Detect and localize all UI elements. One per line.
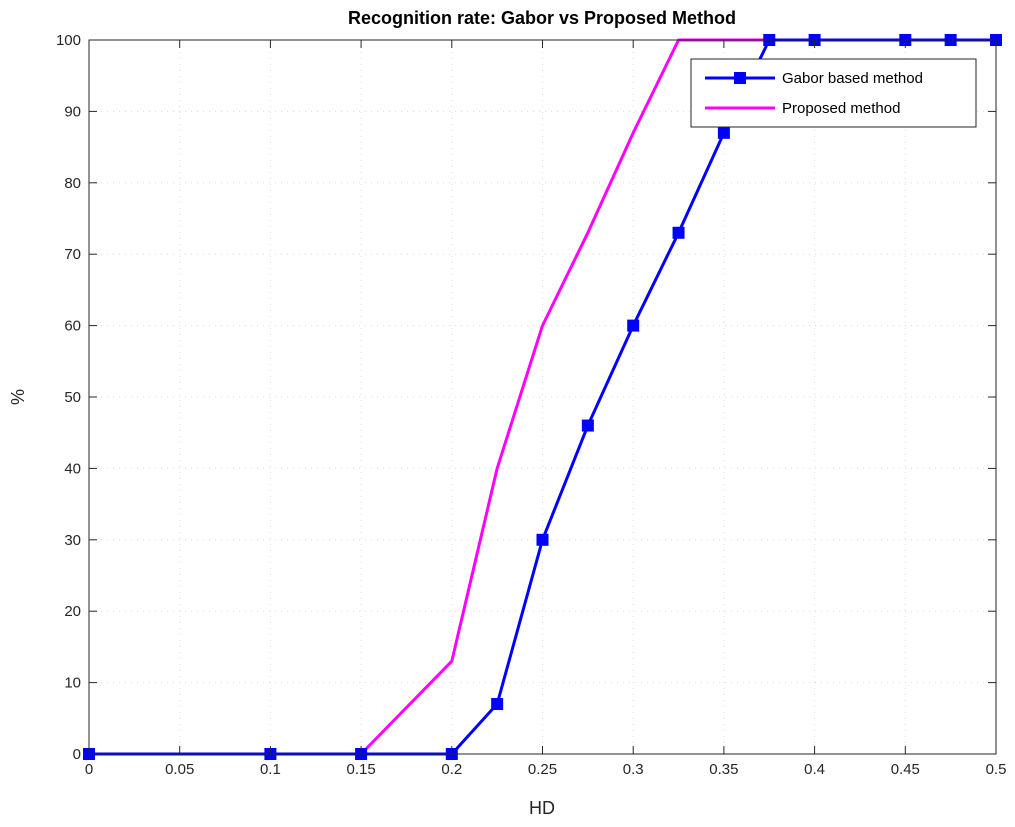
legend-gabor-marker: [734, 72, 746, 84]
y-tick-label: 30: [64, 532, 81, 549]
data-point-gabor-based-method: [581, 419, 594, 432]
data-point-gabor-based-method: [491, 698, 504, 711]
x-tick-label: 0: [85, 761, 93, 778]
y-tick-label: 70: [64, 246, 81, 263]
legend: Gabor based method Proposed method: [690, 58, 977, 128]
y-tick-label: 50: [64, 389, 81, 406]
data-point-gabor-based-method: [672, 226, 685, 239]
x-tick-label: 0.1: [260, 761, 281, 778]
y-tick-label: 60: [64, 318, 81, 335]
data-point-gabor-based-method: [627, 319, 640, 332]
y-tick-label: 80: [64, 175, 81, 192]
y-tick-label: 100: [56, 32, 81, 49]
data-point-gabor-based-method: [536, 533, 549, 546]
x-axis-label: HD: [529, 798, 555, 818]
tick-labels: 0 0.05 0.1 0.15 0.2 0.25 0.3 0.35 0.4 0.45 0.5 0 10 2…: [56, 32, 1006, 778]
y-tick-label: 20: [64, 603, 81, 620]
x-tick-label: 0.2: [441, 761, 462, 778]
x-tick-label: 0.4: [804, 761, 825, 778]
legend-proposed-label: Proposed method: [782, 100, 900, 117]
y-tick-label: 40: [64, 460, 81, 477]
chart-title: Recognition rate: Gabor vs Proposed Meth…: [348, 8, 736, 28]
y-tick-label: 0: [73, 746, 81, 763]
axis-ticks: [88, 39, 997, 755]
x-tick-label: 0.35: [709, 761, 738, 778]
x-tick-label: 0.5: [986, 761, 1007, 778]
x-tick-label: 0.25: [528, 761, 557, 778]
legend-gabor-label: Gabor based method: [782, 70, 923, 87]
series-line-proposed-method: [89, 38, 996, 756]
y-tick-label: 90: [64, 103, 81, 120]
data-point-gabor-based-method: [717, 126, 730, 139]
x-tick-label: 0.45: [891, 761, 920, 778]
y-tick-label: 10: [64, 675, 81, 692]
x-tick-label: 0.05: [165, 761, 194, 778]
x-tick-label: 0.3: [623, 761, 644, 778]
x-tick-label: 0.15: [346, 761, 375, 778]
legend-box: [690, 58, 977, 128]
y-axis-label: %: [8, 389, 28, 405]
